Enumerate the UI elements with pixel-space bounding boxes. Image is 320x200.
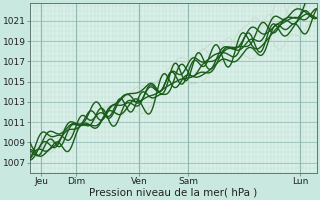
X-axis label: Pression niveau de la mer( hPa ): Pression niveau de la mer( hPa ) [90, 187, 258, 197]
